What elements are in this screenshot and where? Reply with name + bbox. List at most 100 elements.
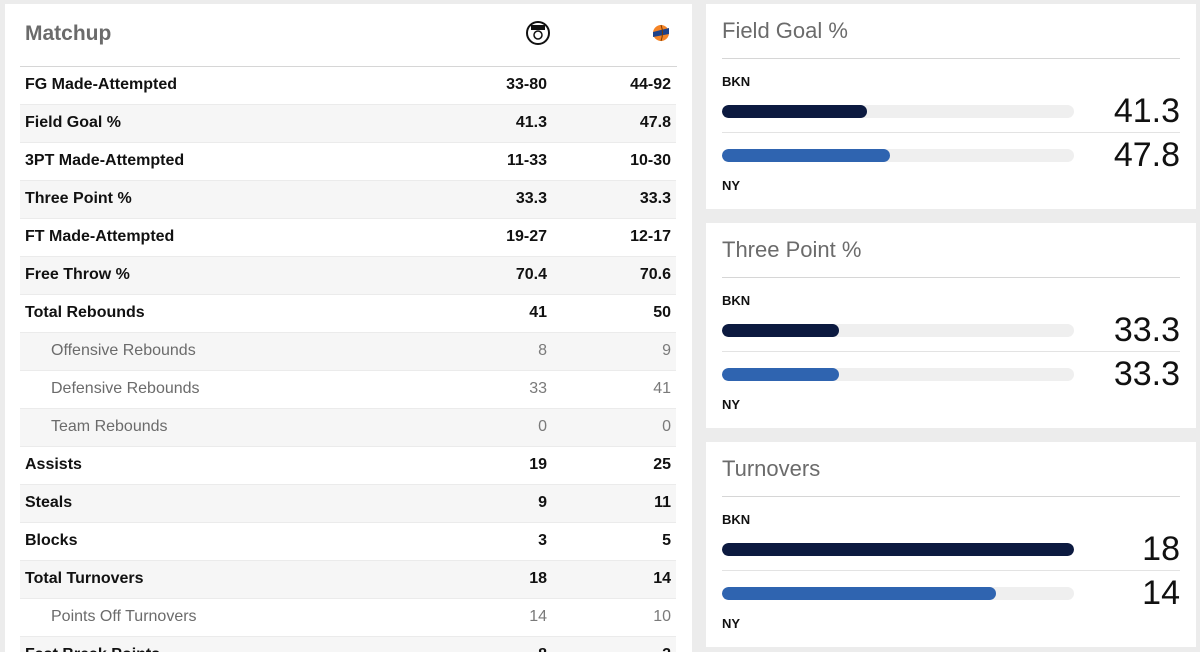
stat-value-ny: 14 [653, 570, 671, 587]
card-three-point-pct: Three Point % BKN 33.3 33.3 NY [706, 223, 1196, 428]
stat-value-ny: 9 [662, 342, 671, 359]
bar-fill-ny [722, 587, 996, 600]
stat-value-bkn: 9 [538, 494, 547, 511]
stat-value-bkn: 19-27 [506, 228, 547, 245]
table-row: Total Rebounds 41 50 [20, 295, 676, 333]
bar-fill-ny [722, 149, 891, 162]
card-turnovers: Turnovers BKN 18 14 NY [706, 442, 1196, 647]
divider [722, 277, 1180, 278]
table-row: Free Throw % 70.4 70.6 [20, 257, 676, 295]
stat-label: Defensive Rebounds [51, 380, 200, 397]
stat-value-ny: 33.3 [639, 190, 671, 207]
stat-value-ny: 12-17 [630, 228, 671, 245]
card-title: Field Goal % [722, 18, 848, 43]
stat-value-bkn: 19 [529, 456, 547, 473]
stat-value-ny: 5 [662, 532, 671, 549]
matchup-header: Matchup [20, 4, 677, 67]
divider [722, 58, 1180, 59]
matchup-panel: Matchup FG Made-Attempted 33-80 44-92 Field… [5, 4, 692, 652]
value-ny: 33.3 [1113, 355, 1180, 393]
stat-value-bkn: 8 [538, 342, 547, 359]
stat-value-ny: 44-92 [630, 76, 671, 93]
stat-label: Steals [25, 494, 73, 511]
stat-label: Assists [25, 456, 82, 473]
stat-label: FT Made-Attempted [25, 228, 175, 245]
table-row: Total Turnovers 18 14 [20, 561, 676, 599]
team-label-ny: NY [722, 178, 741, 193]
bar-track-bkn [722, 324, 1074, 337]
divider [722, 132, 1180, 133]
bar-track-ny [722, 149, 1074, 162]
stat-value-bkn: 33-80 [506, 76, 547, 93]
stat-value-bkn: 41 [529, 304, 547, 321]
divider [722, 351, 1180, 352]
stat-value-bkn: 3 [538, 532, 547, 549]
stat-value-ny: 41 [653, 380, 671, 397]
table-row: Blocks 3 5 [20, 523, 676, 561]
bar-track-bkn [722, 105, 1074, 118]
stat-label: Blocks [25, 532, 78, 549]
stat-value-bkn: 41.3 [515, 114, 547, 131]
table-row: FG Made-Attempted 33-80 44-92 [20, 67, 676, 105]
stat-value-ny: 47.8 [639, 114, 671, 131]
team-label-bkn: BKN [722, 74, 751, 89]
card-title: Turnovers [722, 456, 821, 481]
stat-value-bkn: 8 [538, 646, 547, 652]
bar-fill-bkn [722, 543, 1074, 556]
stat-label: Free Throw % [25, 266, 130, 283]
stats-table: FG Made-Attempted 33-80 44-92 Field Goal % 4… [20, 67, 676, 652]
team-label-bkn: BKN [722, 512, 751, 527]
value-ny: 14 [1142, 574, 1180, 612]
table-row: Defensive Rebounds 33 41 [20, 371, 676, 409]
team-label-ny: NY [722, 616, 741, 631]
stat-value-bkn: 70.4 [515, 266, 547, 283]
table-row: 3PT Made-Attempted 11-33 10-30 [20, 143, 676, 181]
value-ny: 47.8 [1113, 136, 1180, 174]
bar-track-bkn [722, 543, 1074, 556]
card-field-goal-pct: Field Goal % BKN 41.3 47.8 NY [706, 4, 1196, 209]
value-bkn: 33.3 [1113, 311, 1180, 349]
stat-label: Points Off Turnovers [51, 608, 197, 625]
table-row: Field Goal % 41.3 47.8 [20, 105, 676, 143]
bar-track-ny [722, 587, 1074, 600]
table-row: Steals 9 11 [20, 485, 676, 523]
table-row: Team Rebounds 0 0 [20, 409, 676, 447]
matchup-title: Matchup [25, 22, 112, 45]
stat-value-bkn: 11-33 [506, 152, 547, 169]
divider [722, 496, 1180, 497]
stat-value-ny: 50 [653, 304, 671, 321]
stat-value-ny: 2 [662, 646, 671, 652]
stat-label: Offensive Rebounds [51, 342, 196, 359]
stat-value-bkn: 18 [529, 570, 547, 587]
table-row: Assists 19 25 [20, 447, 676, 485]
stat-label: Fast Break Points [25, 646, 160, 652]
table-row: FT Made-Attempted 19-27 12-17 [20, 219, 676, 257]
stat-value-ny: 70.6 [639, 266, 671, 283]
bar-fill-bkn [722, 105, 868, 118]
bar-track-ny [722, 368, 1074, 381]
stat-label: Field Goal % [25, 114, 122, 131]
knicks-logo-icon [648, 20, 674, 46]
value-bkn: 18 [1142, 530, 1180, 568]
divider [722, 570, 1180, 571]
stat-label: FG Made-Attempted [25, 76, 177, 93]
card-title: Three Point % [722, 237, 862, 262]
table-row: Points Off Turnovers 14 10 [20, 599, 676, 637]
bar-fill-ny [722, 368, 840, 381]
stat-value-ny: 25 [653, 456, 671, 473]
stat-value-bkn: 33.3 [515, 190, 547, 207]
stat-value-bkn: 14 [529, 608, 547, 625]
stat-value-bkn: 0 [538, 418, 547, 435]
table-row: Three Point % 33.3 33.3 [20, 181, 676, 219]
stat-value-ny: 10-30 [630, 152, 671, 169]
team-label-ny: NY [722, 397, 741, 412]
bar-fill-bkn [722, 324, 840, 337]
nets-logo-icon [525, 20, 551, 46]
stat-value-ny: 10 [653, 608, 671, 625]
table-row: Fast Break Points 8 2 [20, 637, 676, 652]
value-bkn: 41.3 [1113, 92, 1180, 130]
stat-value-ny: 11 [654, 494, 671, 511]
stat-value-bkn: 33 [529, 380, 547, 397]
table-row: Offensive Rebounds 8 9 [20, 333, 676, 371]
stat-value-ny: 0 [662, 418, 671, 435]
